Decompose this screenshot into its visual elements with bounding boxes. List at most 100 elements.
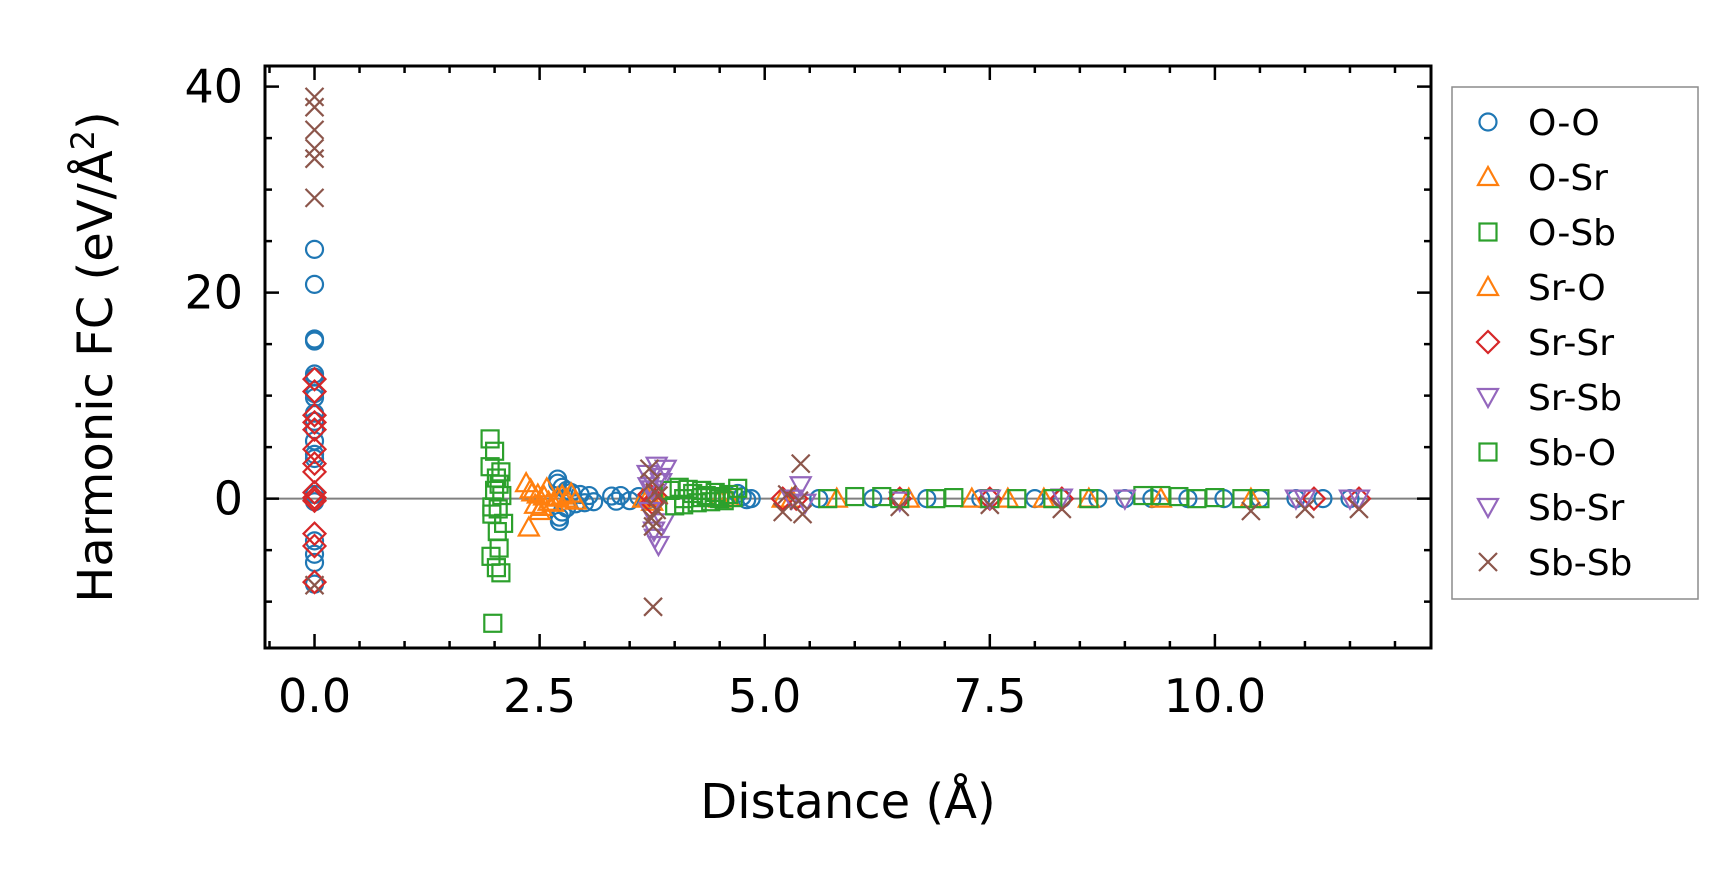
data-point-sr-sr (301, 485, 328, 511)
y-tick-label: 0 (214, 472, 243, 526)
data-point-sr-o (520, 480, 545, 502)
legend-marker-o-sb (1478, 222, 1498, 242)
x-tick-label: 5.0 (728, 669, 801, 723)
legend-item-sr-o: Sr-O (1476, 268, 1606, 309)
data-point-sb-sr (647, 467, 672, 490)
x-tick-label: 2.5 (503, 669, 576, 723)
x-axis-title: Distance (Å) (700, 773, 995, 830)
data-point-sb-sb (790, 453, 811, 474)
data-point-sb-sb (777, 484, 798, 505)
data-point-o-sb (484, 441, 505, 461)
data-point-sr-o (534, 476, 559, 498)
data-point-sr-sr (301, 378, 328, 405)
data-point-sb-sb (643, 597, 663, 617)
data-point-sb-sb (792, 504, 813, 524)
data-point-sb-sb (304, 575, 325, 595)
legend-box (1451, 86, 1699, 600)
data-point-o-o (584, 492, 604, 512)
data-point-sb-o (845, 486, 865, 507)
x-tick-label: 7.5 (953, 669, 1026, 723)
data-point-o-sb (480, 429, 500, 449)
data-point-o-sr (1149, 486, 1173, 508)
data-point-sr-sb (646, 535, 671, 558)
data-point-o-o (1313, 489, 1333, 509)
legend-label-sb-o: Sb-O (1528, 433, 1616, 474)
legend-label-sb-sr: Sb-Sr (1528, 488, 1625, 529)
data-point-o-o (304, 239, 325, 259)
data-point-sr-sr (301, 409, 328, 435)
data-point-o-sb (489, 474, 509, 494)
data-point-o-sb (494, 513, 514, 533)
data-point-sb-sb (889, 497, 910, 517)
series-o-sb (480, 429, 514, 633)
y-axis-title-close: ) (68, 111, 124, 130)
legend-marker-sb-sr (1476, 497, 1500, 520)
data-point-sb-sr (1284, 489, 1308, 511)
data-point-o-sb (491, 462, 511, 482)
data-point-sb-sb (641, 508, 662, 528)
data-point-sb-sb (304, 87, 325, 107)
data-points-layer (301, 87, 1372, 633)
legend-item-sb-sr: Sb-Sr (1476, 488, 1625, 529)
data-point-sr-o (541, 490, 565, 512)
data-point-sr-sr (301, 366, 328, 392)
data-point-sb-sb (304, 138, 325, 159)
data-point-sb-o (818, 489, 838, 509)
data-point-sr-o (559, 481, 584, 503)
legend: O-O O-Sr O-Sb Sr-O Sr-Sr Sr-Sb Sb-O Sb-Sr Sb-Sb (1451, 86, 1699, 600)
legend-label-sb-sb: Sb-Sb (1528, 543, 1632, 584)
y-tick-label: 40 (184, 60, 243, 114)
legend-marker-sr-o (1476, 274, 1500, 297)
legend-item-sb-sb: Sb-Sb (1478, 543, 1632, 584)
legend-item-sb-o: Sb-O (1478, 433, 1616, 474)
data-point-sr-sr (301, 479, 328, 506)
legend-label-sr-o: Sr-O (1528, 268, 1606, 309)
data-point-sb-o (1007, 489, 1027, 509)
y-axis-title-superscript: 2 (64, 130, 102, 150)
data-point-sb-sb (1349, 499, 1369, 519)
legend-item-o-o: O-O (1478, 103, 1600, 144)
legend-marker-o-sr (1476, 164, 1500, 187)
tick-labels-layer: 0.0 2.5 5.0 7.5 10.0 0 20 40 (184, 60, 1266, 723)
data-point-o-o (304, 274, 325, 294)
data-point-sb-sb (304, 188, 325, 208)
legend-marker-sb-sb (1478, 552, 1498, 572)
data-point-sb-sb (648, 485, 669, 506)
data-point-o-o (304, 531, 325, 551)
legend-marker-sb-o (1478, 442, 1498, 462)
data-point-o-sr (516, 515, 541, 537)
data-point-o-o (579, 485, 599, 506)
data-point-sb-sb (643, 516, 663, 537)
y-tick-label: 20 (184, 266, 243, 320)
data-point-sb-o (710, 489, 730, 509)
data-point-sb-sb (772, 502, 793, 522)
data-point-o-o (602, 486, 622, 506)
data-point-sr-o (550, 483, 574, 505)
data-point-o-sb (492, 485, 512, 506)
data-point-o-sb (482, 497, 502, 517)
legend-marker-o-o (1478, 112, 1498, 132)
legend-label-sr-sb: Sr-Sb (1528, 378, 1622, 419)
data-point-sb-sr (1112, 489, 1137, 511)
series-sb-sb (304, 87, 1369, 617)
data-point-sb-o (728, 478, 748, 498)
x-tick-label: 10.0 (1164, 669, 1266, 723)
data-point-sb-sb (1241, 501, 1261, 521)
data-point-o-sb (483, 613, 503, 633)
data-point-sr-sr (301, 533, 328, 559)
data-point-sr-sr (1301, 486, 1327, 512)
legend-label-o-sb: O-Sb (1528, 213, 1616, 254)
legend-marker-sr-sb (1476, 387, 1500, 410)
legend-item-sr-sb: Sr-Sb (1476, 378, 1622, 419)
data-point-sb-sb (789, 490, 809, 511)
data-point-sr-sr (301, 402, 328, 428)
data-point-o-sb (489, 538, 509, 558)
data-point-sb-o (1043, 489, 1063, 509)
data-point-o-sb (488, 499, 508, 519)
plot-frame (263, 64, 1433, 650)
data-point-sr-sr (301, 521, 328, 547)
data-point-sb-sb (1295, 499, 1315, 519)
data-point-sr-sr (301, 488, 328, 514)
legend-label-o-o: O-O (1528, 103, 1600, 144)
